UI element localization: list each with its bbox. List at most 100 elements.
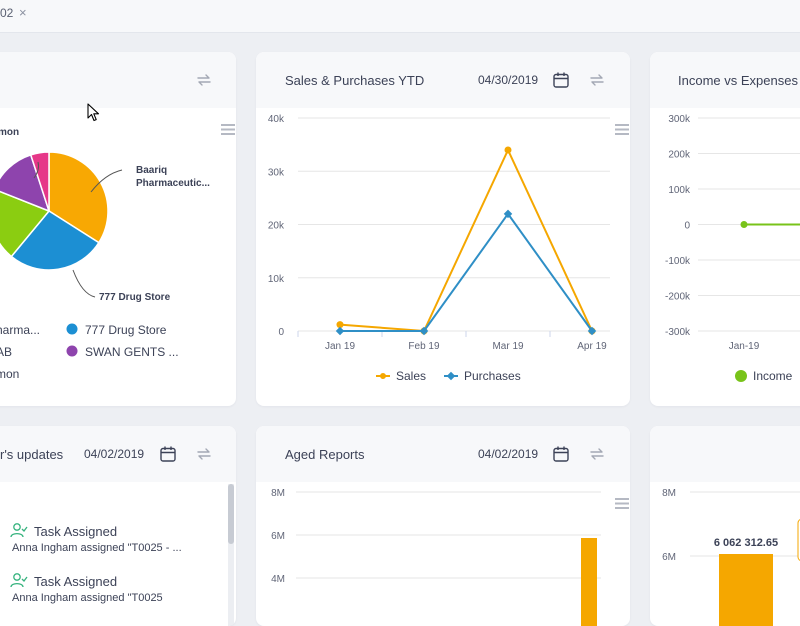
card-header: Aged Reports 04/02/2019: [256, 426, 630, 482]
pie-chart: mon Baariq Pharmaceutic... 777 Drug Stor…: [0, 127, 210, 303]
chart-legend: Income: [735, 369, 793, 383]
user-check-icon: [10, 573, 28, 588]
tab-label[interactable]: 02: [0, 6, 14, 20]
chart-menu-icon[interactable]: [615, 498, 629, 509]
data-point[interactable]: [335, 326, 345, 336]
x-tick-label: Jan 19: [325, 341, 355, 352]
gridlines: [296, 491, 601, 579]
scrollbar-thumb[interactable]: [228, 484, 234, 544]
refresh-icon[interactable]: [588, 71, 606, 89]
y-tick-label: 100k: [668, 185, 691, 196]
legend-item-income[interactable]: Income: [753, 369, 793, 383]
pie-slice[interactable]: [0, 153, 51, 213]
y-tick-label: 4M: [271, 574, 285, 585]
legend-item-label[interactable]: AB: [0, 345, 12, 359]
pie-slice[interactable]: [10, 210, 100, 271]
y-tick-label: -200k: [665, 292, 691, 303]
legend-swatch-swan: [66, 345, 78, 357]
update-title: Task Assigned: [34, 524, 118, 539]
sales-purchases-chart: 0 10k 20k 30k 40k Jan 19 Feb 19 Mar 19 Apr 19 S…: [268, 114, 610, 383]
x-tick-label: Jan-19: [729, 341, 760, 352]
aged-reports-chart: 8M 6M 4M: [271, 488, 601, 626]
series-line-purchases[interactable]: [340, 212, 593, 332]
calendar-icon[interactable]: [552, 71, 570, 89]
chart-menu-icon[interactable]: [615, 124, 629, 135]
y-tick-label: 20k: [268, 221, 285, 232]
update-subtitle: Anna Ingham assigned "T0025: [12, 592, 163, 604]
close-icon[interactable]: ×: [19, 5, 27, 20]
bar-chart-card: 8M 6M 6 062 312.65: [650, 426, 800, 626]
legend-swatch-777: [66, 323, 78, 335]
pie-slice[interactable]: [29, 151, 50, 212]
pie-label-baariq-2: Pharmaceutic...: [136, 178, 210, 189]
legend-item-sales[interactable]: Sales: [396, 369, 426, 383]
date-field[interactable]: 04/30/2019: [478, 73, 539, 87]
legend-item-label[interactable]: SWAN GENTS ...: [85, 345, 179, 359]
update-title: Task Assigned: [34, 574, 118, 589]
list-item[interactable]: Task Assigned Anna Ingham assigned "T002…: [0, 570, 228, 616]
refresh-icon[interactable]: [195, 445, 213, 463]
bar[interactable]: [719, 554, 773, 626]
y-tick-label: 0: [278, 327, 284, 338]
card-title: r's updates: [0, 447, 64, 462]
y-tick-label: 300k: [668, 114, 691, 125]
pie-slice[interactable]: [0, 189, 51, 258]
y-tick-label: 8M: [271, 488, 285, 499]
sales-purchases-card: Sales & Purchases YTD 04/30/2019 0 10k 20k…: [256, 52, 630, 406]
data-point[interactable]: [740, 221, 748, 228]
legend-item-label[interactable]: harma...: [0, 323, 40, 337]
legend-item-purchases[interactable]: Purchases: [464, 369, 521, 383]
data-point[interactable]: [336, 321, 344, 329]
calendar-icon[interactable]: [159, 445, 177, 463]
bar[interactable]: [581, 538, 597, 626]
tab-bar: 02 ×: [0, 0, 800, 33]
date-field[interactable]: 04/02/2019: [478, 447, 539, 461]
refresh-icon[interactable]: [588, 445, 606, 463]
legend-item-label[interactable]: mon: [0, 367, 19, 381]
pie-label-baariq: Baariq: [136, 165, 167, 176]
card-header: Income vs Expenses: [650, 52, 800, 108]
card-header: [0, 52, 236, 108]
updates-card: r's updates 04/02/2019 Task Assigned Ann…: [0, 426, 236, 626]
y-tick-label: 30k: [268, 167, 285, 178]
pie-legend: harma... 777 Drug Store AB SWAN GENTS ..…: [0, 323, 179, 381]
data-point[interactable]: [503, 209, 513, 219]
chart-legend: Sales Purchases: [376, 369, 521, 383]
y-tick-label: 6M: [662, 552, 676, 563]
data-point[interactable]: [587, 326, 597, 336]
update-subtitle: Anna Ingham assigned "T0025 - ...: [12, 542, 182, 554]
refresh-icon[interactable]: [195, 71, 213, 89]
data-point[interactable]: [419, 326, 429, 336]
y-tick-label: 10k: [268, 274, 285, 285]
card-header: r's updates 04/02/2019: [0, 426, 236, 482]
scrollbar[interactable]: [228, 484, 234, 626]
calendar-icon[interactable]: [552, 445, 570, 463]
updates-list[interactable]: Task Assigned Anna Ingham assigned "T002…: [0, 484, 228, 626]
list-item[interactable]: Task Assigned Anna Ingham assigned "T002…: [0, 520, 228, 566]
card-title: Sales & Purchases YTD: [285, 73, 425, 88]
y-tick-label: -100k: [665, 256, 691, 267]
aged-reports-card: Aged Reports 04/02/2019 8M 6M 4M: [256, 426, 630, 626]
y-tick-label: -300k: [665, 327, 691, 338]
data-point[interactable]: [504, 146, 512, 154]
x-tick-label: Mar 19: [492, 341, 524, 352]
legend-swatch-income: [735, 370, 747, 382]
legend-dot-sales: [380, 373, 386, 379]
income-expenses-card: Income vs Expenses 300k 200k 100k 0 -100k -20…: [650, 52, 800, 406]
bar-chart: 8M 6M 6 062 312.65: [662, 488, 800, 626]
card-title: Aged Reports: [285, 447, 365, 462]
y-tick-label: 6M: [271, 531, 285, 542]
series-line-sales[interactable]: [339, 147, 593, 333]
card-header: Sales & Purchases YTD 04/30/2019: [256, 52, 630, 108]
y-tick-label: 200k: [668, 150, 691, 161]
mouse-cursor-icon: [87, 103, 100, 122]
x-tick-label: Feb 19: [408, 341, 440, 352]
card-header: [650, 426, 800, 482]
y-tick-label: 8M: [662, 488, 676, 499]
legend-item-label[interactable]: 777 Drug Store: [85, 323, 167, 337]
pie-leader-lines: [33, 161, 123, 298]
x-tick-label: Apr 19: [577, 341, 607, 352]
date-field[interactable]: 04/02/2019: [84, 447, 145, 461]
user-check-icon: [10, 523, 28, 538]
chart-menu-icon[interactable]: [221, 124, 235, 135]
